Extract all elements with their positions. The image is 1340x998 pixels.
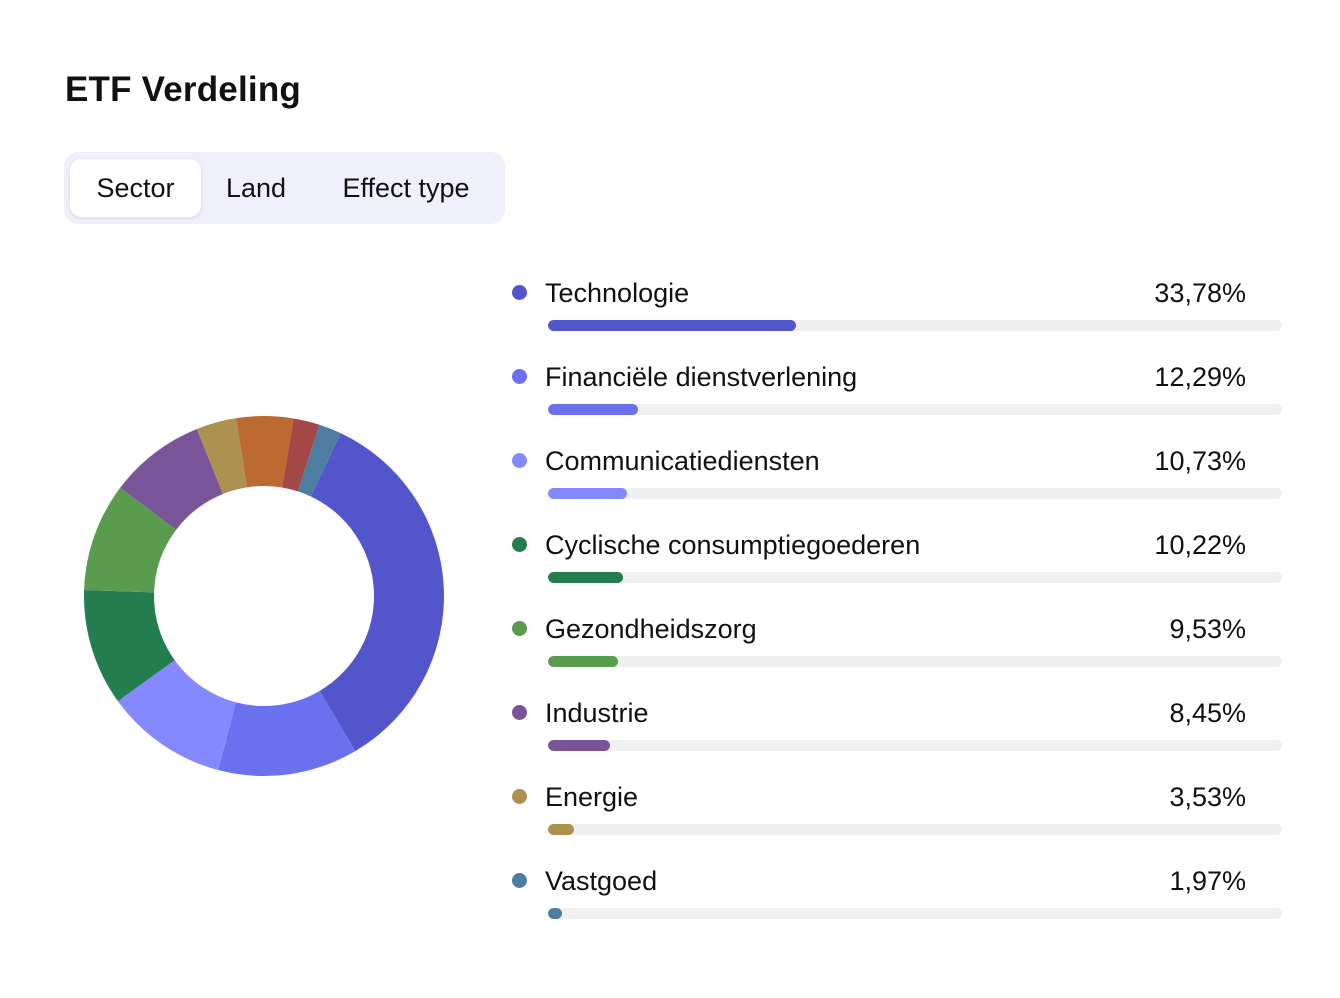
- tab-land[interactable]: Land: [225, 173, 287, 203]
- progress-fill: [548, 908, 563, 919]
- legend-row-vastgoed[interactable]: Vastgoed 1,97%: [508, 864, 1288, 948]
- progress-fill: [548, 404, 639, 415]
- legend-dot: [512, 285, 527, 300]
- donut-slice-other-7[interactable]: [236, 416, 294, 488]
- legend-label: Technologie: [545, 278, 690, 308]
- progress-track: [548, 488, 1282, 499]
- legend-value: 8,45%: [1169, 698, 1246, 728]
- legend-row-technologie[interactable]: Technologie 33,78%: [508, 276, 1288, 360]
- legend-dot: [512, 789, 527, 804]
- progress-track: [548, 824, 1282, 835]
- sector-legend: Technologie 33,78% Financiële dienstverlen…: [508, 276, 1288, 948]
- legend-row-industrie[interactable]: Industrie 8,45%: [508, 696, 1288, 780]
- legend-label: Communicatiediensten: [545, 446, 820, 476]
- legend-dot: [512, 621, 527, 636]
- legend-row-cyclische-consumptiegoederen[interactable]: Cyclische consumptiegoederen 10,22%: [508, 528, 1288, 612]
- legend-value: 3,53%: [1169, 782, 1246, 812]
- progress-fill: [548, 488, 627, 499]
- donut-slice-energie[interactable]: [196, 418, 247, 494]
- donut-slice-vastgoed[interactable]: [297, 424, 341, 497]
- donut-slice-cyclische-consumptiegoederen[interactable]: [84, 590, 175, 702]
- legend-label: Gezondheidszorg: [545, 614, 757, 644]
- legend-label: Cyclische consumptiegoederen: [545, 530, 921, 560]
- tab-effect-type[interactable]: Effect type: [342, 173, 470, 203]
- legend-row-financiele-dienstverlening[interactable]: Financiële dienstverlening 12,29%: [508, 360, 1288, 444]
- donut-slice-industrie[interactable]: [120, 429, 223, 530]
- legend-value: 1,97%: [1169, 866, 1246, 896]
- legend-label: Vastgoed: [545, 866, 658, 896]
- legend-value: 10,73%: [1154, 446, 1246, 476]
- donut-slice-financiele-dienstverlening[interactable]: [218, 690, 356, 776]
- legend-value: 10,22%: [1154, 530, 1246, 560]
- page-title: ETF Verdeling: [65, 70, 301, 109]
- legend-dot: [512, 873, 527, 888]
- progress-track: [548, 572, 1282, 583]
- legend-label: Financiële dienstverlening: [545, 362, 858, 392]
- tab-sector[interactable]: Sector: [70, 159, 201, 217]
- legend-dot: [512, 453, 527, 468]
- progress-fill: [548, 824, 574, 835]
- progress-track: [548, 740, 1282, 751]
- legend-label: Energie: [545, 782, 639, 812]
- progress-track: [548, 320, 1282, 331]
- progress-track: [548, 656, 1282, 667]
- progress-fill: [548, 656, 618, 667]
- progress-fill: [548, 320, 796, 331]
- legend-row-gezondheidszorg[interactable]: Gezondheidszorg 9,53%: [508, 612, 1288, 696]
- progress-fill: [548, 572, 623, 583]
- legend-dot: [512, 705, 527, 720]
- legend-value: 9,53%: [1169, 614, 1246, 644]
- legend-dot: [512, 369, 527, 384]
- donut-slice-gezondheidszorg[interactable]: [84, 487, 177, 593]
- donut-slice-other-8[interactable]: [282, 418, 320, 492]
- legend-value: 12,29%: [1154, 362, 1246, 392]
- progress-fill: [548, 740, 611, 751]
- donut-slice-technologie[interactable]: [310, 433, 444, 752]
- donut-slice-communicatiediensten[interactable]: [117, 660, 236, 771]
- legend-row-energie[interactable]: Energie 3,53%: [508, 780, 1288, 864]
- donut-chart: [84, 416, 444, 776]
- progress-track: [548, 908, 1282, 919]
- legend-dot: [512, 537, 527, 552]
- category-tabs: Sector Land Effect type: [64, 152, 505, 224]
- legend-label: Industrie: [545, 698, 649, 728]
- progress-track: [548, 404, 1282, 415]
- legend-row-communicatiediensten[interactable]: Communicatiediensten 10,73%: [508, 444, 1288, 528]
- legend-value: 33,78%: [1154, 278, 1246, 308]
